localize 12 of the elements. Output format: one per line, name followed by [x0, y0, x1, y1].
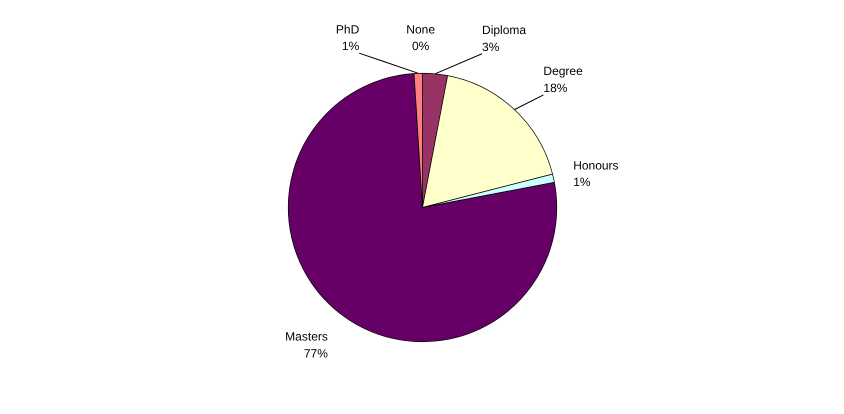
- data-label: 1%: [342, 39, 360, 54]
- category-label: None: [406, 22, 435, 36]
- data-label: 18%: [543, 80, 568, 95]
- slice-label: Diploma: [482, 22, 526, 37]
- slice-label: Masters: [285, 330, 328, 344]
- slice-label: Honours: [573, 158, 619, 172]
- data-label: 1%: [573, 175, 591, 190]
- data-label: 77%: [304, 346, 328, 360]
- slice-label: Degree: [543, 64, 584, 78]
- slice-label: PhD: [336, 22, 360, 36]
- data-label: 3%: [482, 40, 500, 54]
- text: 0%: [412, 39, 430, 54]
